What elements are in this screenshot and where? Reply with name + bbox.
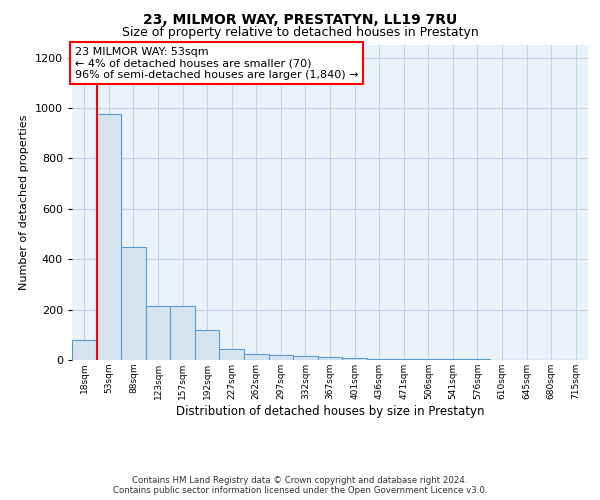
Bar	[391, 359, 416, 360]
Bar	[416, 359, 440, 360]
Bar	[121, 246, 146, 360]
Bar	[244, 354, 269, 360]
Bar	[220, 348, 244, 360]
Text: 23 MILMOR WAY: 53sqm
← 4% of detached houses are smaller (70)
96% of semi-detach: 23 MILMOR WAY: 53sqm ← 4% of detached ho…	[74, 46, 358, 80]
Bar	[269, 355, 293, 360]
Bar	[195, 330, 220, 360]
Bar	[146, 306, 170, 360]
Bar	[97, 114, 121, 360]
Text: Size of property relative to detached houses in Prestatyn: Size of property relative to detached ho…	[122, 26, 478, 39]
Bar	[342, 358, 367, 360]
Bar	[72, 340, 97, 360]
Y-axis label: Number of detached properties: Number of detached properties	[19, 115, 29, 290]
Bar	[318, 358, 342, 360]
X-axis label: Distribution of detached houses by size in Prestatyn: Distribution of detached houses by size …	[176, 404, 484, 417]
Bar	[293, 356, 318, 360]
Bar	[170, 306, 195, 360]
Text: Contains HM Land Registry data © Crown copyright and database right 2024.
Contai: Contains HM Land Registry data © Crown c…	[113, 476, 487, 495]
Text: 23, MILMOR WAY, PRESTATYN, LL19 7RU: 23, MILMOR WAY, PRESTATYN, LL19 7RU	[143, 12, 457, 26]
Bar	[367, 358, 391, 360]
